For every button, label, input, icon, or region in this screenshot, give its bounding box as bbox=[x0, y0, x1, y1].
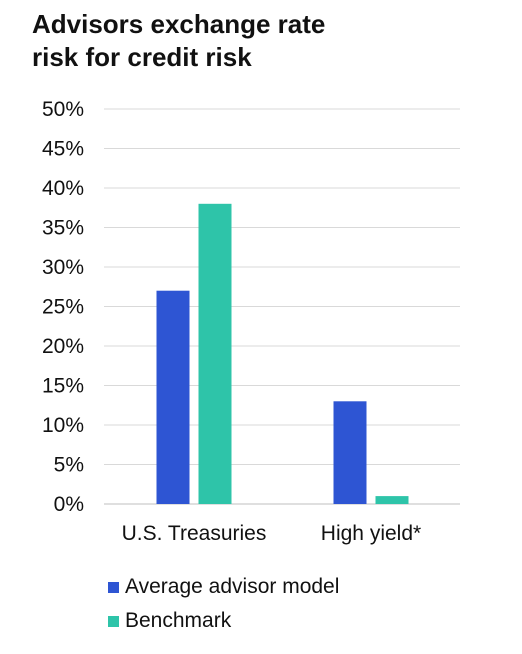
legend-item: Average advisor model bbox=[108, 570, 339, 604]
bar-average-advisor-model bbox=[333, 401, 367, 504]
chart-title-line-2: risk for credit risk bbox=[32, 42, 252, 72]
y-tick-label: 0% bbox=[54, 493, 84, 516]
y-tick-label: 30% bbox=[42, 256, 84, 279]
legend-label: Average advisor model bbox=[125, 575, 340, 598]
y-tick-label: 45% bbox=[42, 138, 84, 161]
bar-average-advisor-model bbox=[156, 290, 190, 504]
legend: Average advisor model Benchmark bbox=[108, 570, 339, 638]
y-tick-label: 50% bbox=[42, 98, 84, 121]
legend-item: Benchmark bbox=[108, 604, 339, 638]
y-tick-label: 25% bbox=[42, 296, 84, 319]
legend-swatch bbox=[108, 581, 119, 593]
y-tick-label: 10% bbox=[42, 414, 84, 437]
x-category-label: High yield* bbox=[321, 522, 421, 545]
legend-swatch bbox=[108, 615, 119, 627]
y-tick-label: 35% bbox=[42, 217, 84, 240]
y-tick-label: 40% bbox=[42, 177, 84, 200]
chart-title: Advisors exchange rate risk for credit r… bbox=[32, 8, 502, 74]
y-tick-label: 20% bbox=[42, 335, 84, 358]
chart-title-line-1: Advisors exchange rate bbox=[32, 9, 326, 39]
y-tick-label: 5% bbox=[54, 454, 84, 477]
bar-benchmark bbox=[198, 203, 232, 505]
legend-label: Benchmark bbox=[125, 609, 232, 632]
y-tick-label: 15% bbox=[42, 375, 84, 398]
x-category-label: U.S. Treasuries bbox=[122, 522, 267, 545]
bar-chart: 0% 5% 10% 15% 20% 25% 30% 35% 40% 45% 50% U.S. Trea… bbox=[42, 98, 460, 545]
bar-benchmark bbox=[375, 496, 409, 504]
